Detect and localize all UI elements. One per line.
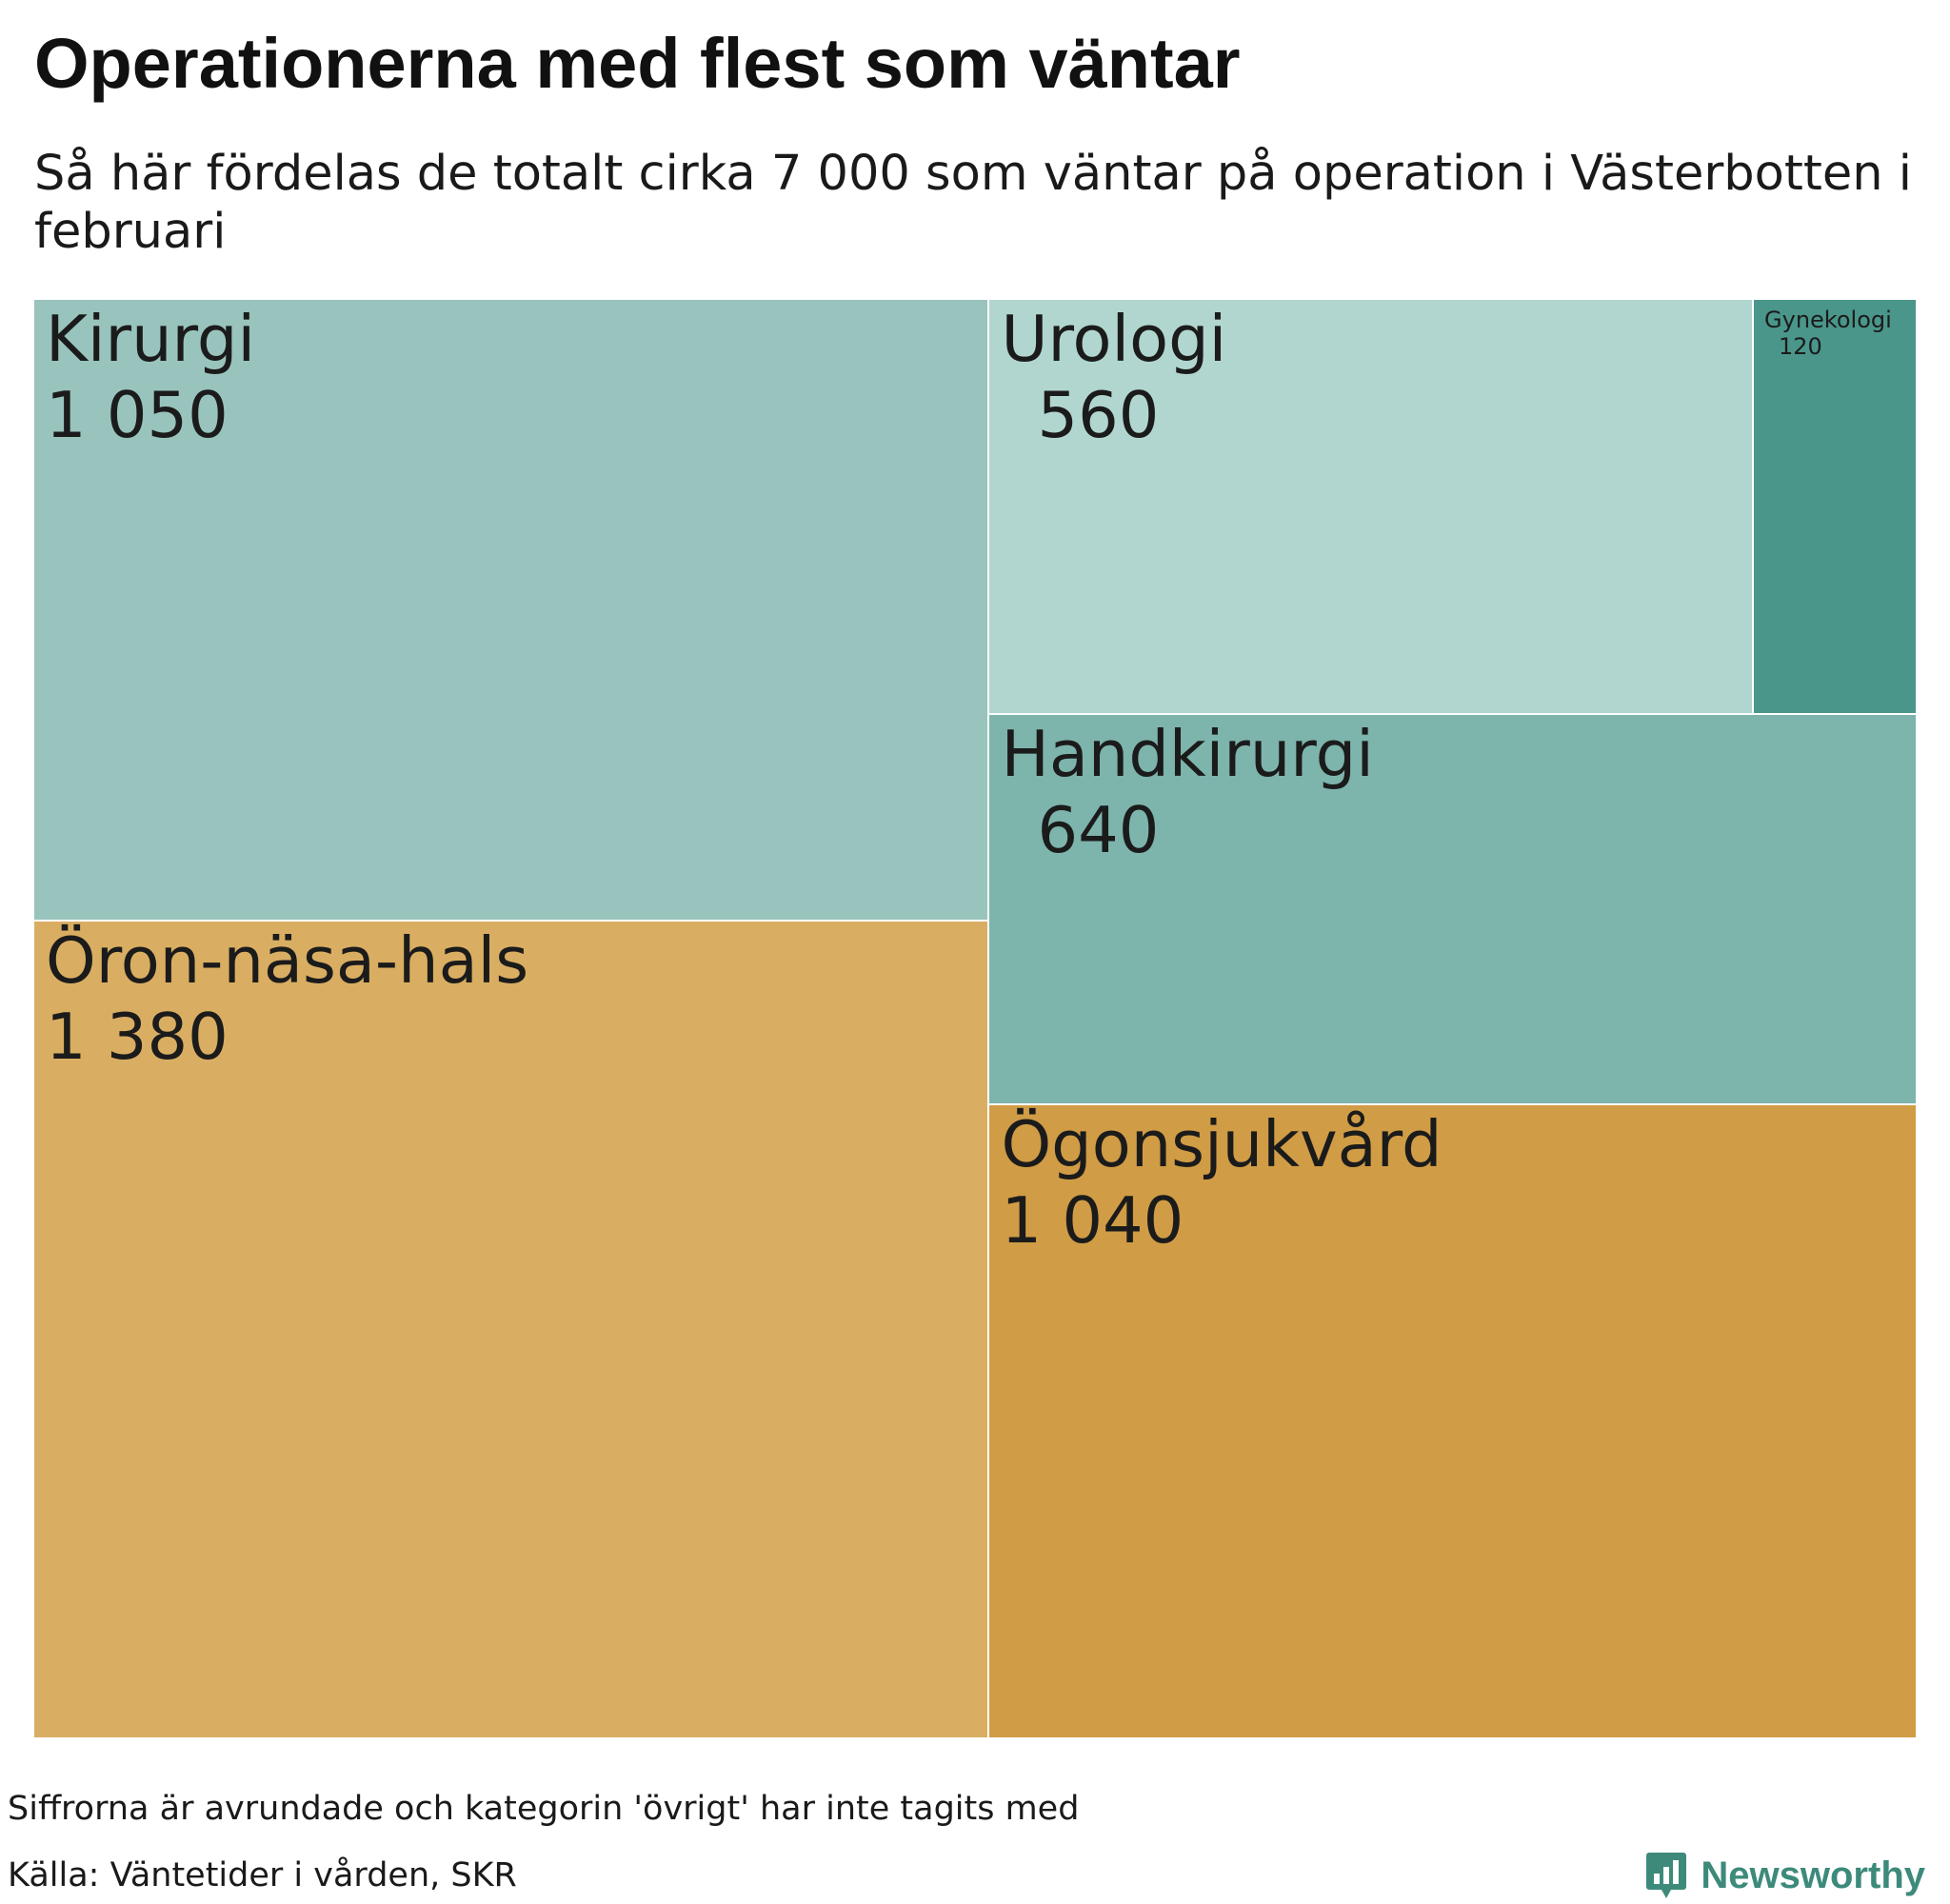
tile-value: 1 040 <box>1001 1182 1184 1258</box>
brand-name: Newsworthy <box>1701 1854 1925 1896</box>
tile-gynekologi: Gynekologi 120 <box>1753 299 1917 714</box>
tile-value: 1 380 <box>46 1000 229 1075</box>
tile-label: Urologi <box>1001 302 1227 376</box>
tile-label: Kirurgi <box>46 302 256 376</box>
tile-label: Ögonsjukvård <box>1001 1106 1443 1181</box>
tile-value: 1 050 <box>46 378 229 452</box>
tile-value: 120 <box>1779 333 1822 360</box>
tile-urologi: Urologi 560 <box>988 299 1753 714</box>
tile-kirurgi: Kirurgi 1 050 <box>33 299 989 922</box>
tile-handkirurgi: Handkirurgi 640 <box>988 713 1917 1104</box>
source-credit: Källa: Väntetider i vården, SKR <box>8 1856 517 1894</box>
tile-oron-nasa-hals: Öron-näsa-hals 1 380 <box>33 921 989 1738</box>
tile-label: Öron-näsa-hals <box>46 923 529 999</box>
brand-logo[interactable]: Newsworthy <box>1645 1851 1925 1900</box>
tile-ogonsjukvard: Ögonsjukvård 1 040 <box>988 1103 1917 1738</box>
tile-label: Gynekologi <box>1764 307 1892 333</box>
chart-subtitle: Så här fördelas de totalt cirka 7 000 so… <box>34 146 1912 260</box>
tile-label: Handkirurgi <box>1001 716 1374 791</box>
newsworthy-logo-icon <box>1646 1853 1687 1898</box>
tile-value: 560 <box>1037 378 1160 452</box>
tile-value: 640 <box>1037 792 1160 867</box>
treemap: Kirurgi 1 050 Öron-näsa-hals 1 380 Urolo… <box>33 299 1917 1738</box>
chart-title: Operationerna med flest som väntar <box>34 24 1241 103</box>
footnote: Siffrorna är avrundade och kategorin 'öv… <box>8 1790 1080 1828</box>
